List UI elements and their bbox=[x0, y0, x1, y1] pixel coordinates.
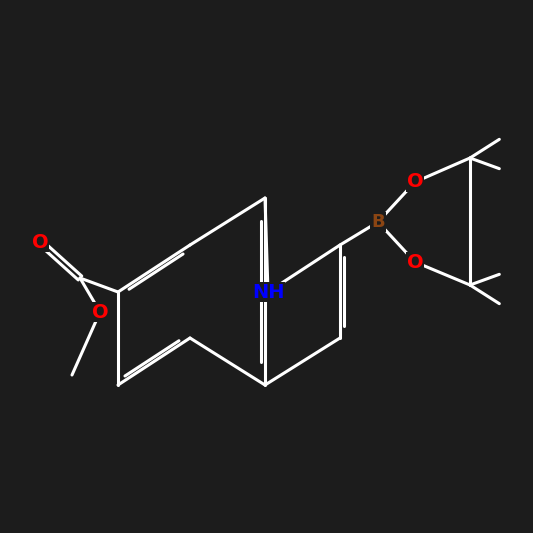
Text: O: O bbox=[407, 173, 423, 191]
Text: O: O bbox=[31, 232, 49, 252]
Text: O: O bbox=[407, 253, 423, 271]
Text: NH: NH bbox=[252, 282, 284, 302]
Text: O: O bbox=[92, 303, 108, 321]
Text: B: B bbox=[371, 213, 385, 231]
